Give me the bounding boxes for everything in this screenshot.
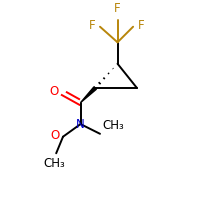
Text: F: F	[114, 2, 121, 15]
Polygon shape	[81, 87, 96, 103]
Text: O: O	[51, 129, 60, 142]
Text: O: O	[49, 85, 58, 98]
Text: F: F	[138, 19, 145, 32]
Text: CH₃: CH₃	[43, 157, 65, 170]
Text: N: N	[76, 118, 85, 131]
Text: CH₃: CH₃	[102, 119, 124, 132]
Text: F: F	[89, 19, 95, 32]
